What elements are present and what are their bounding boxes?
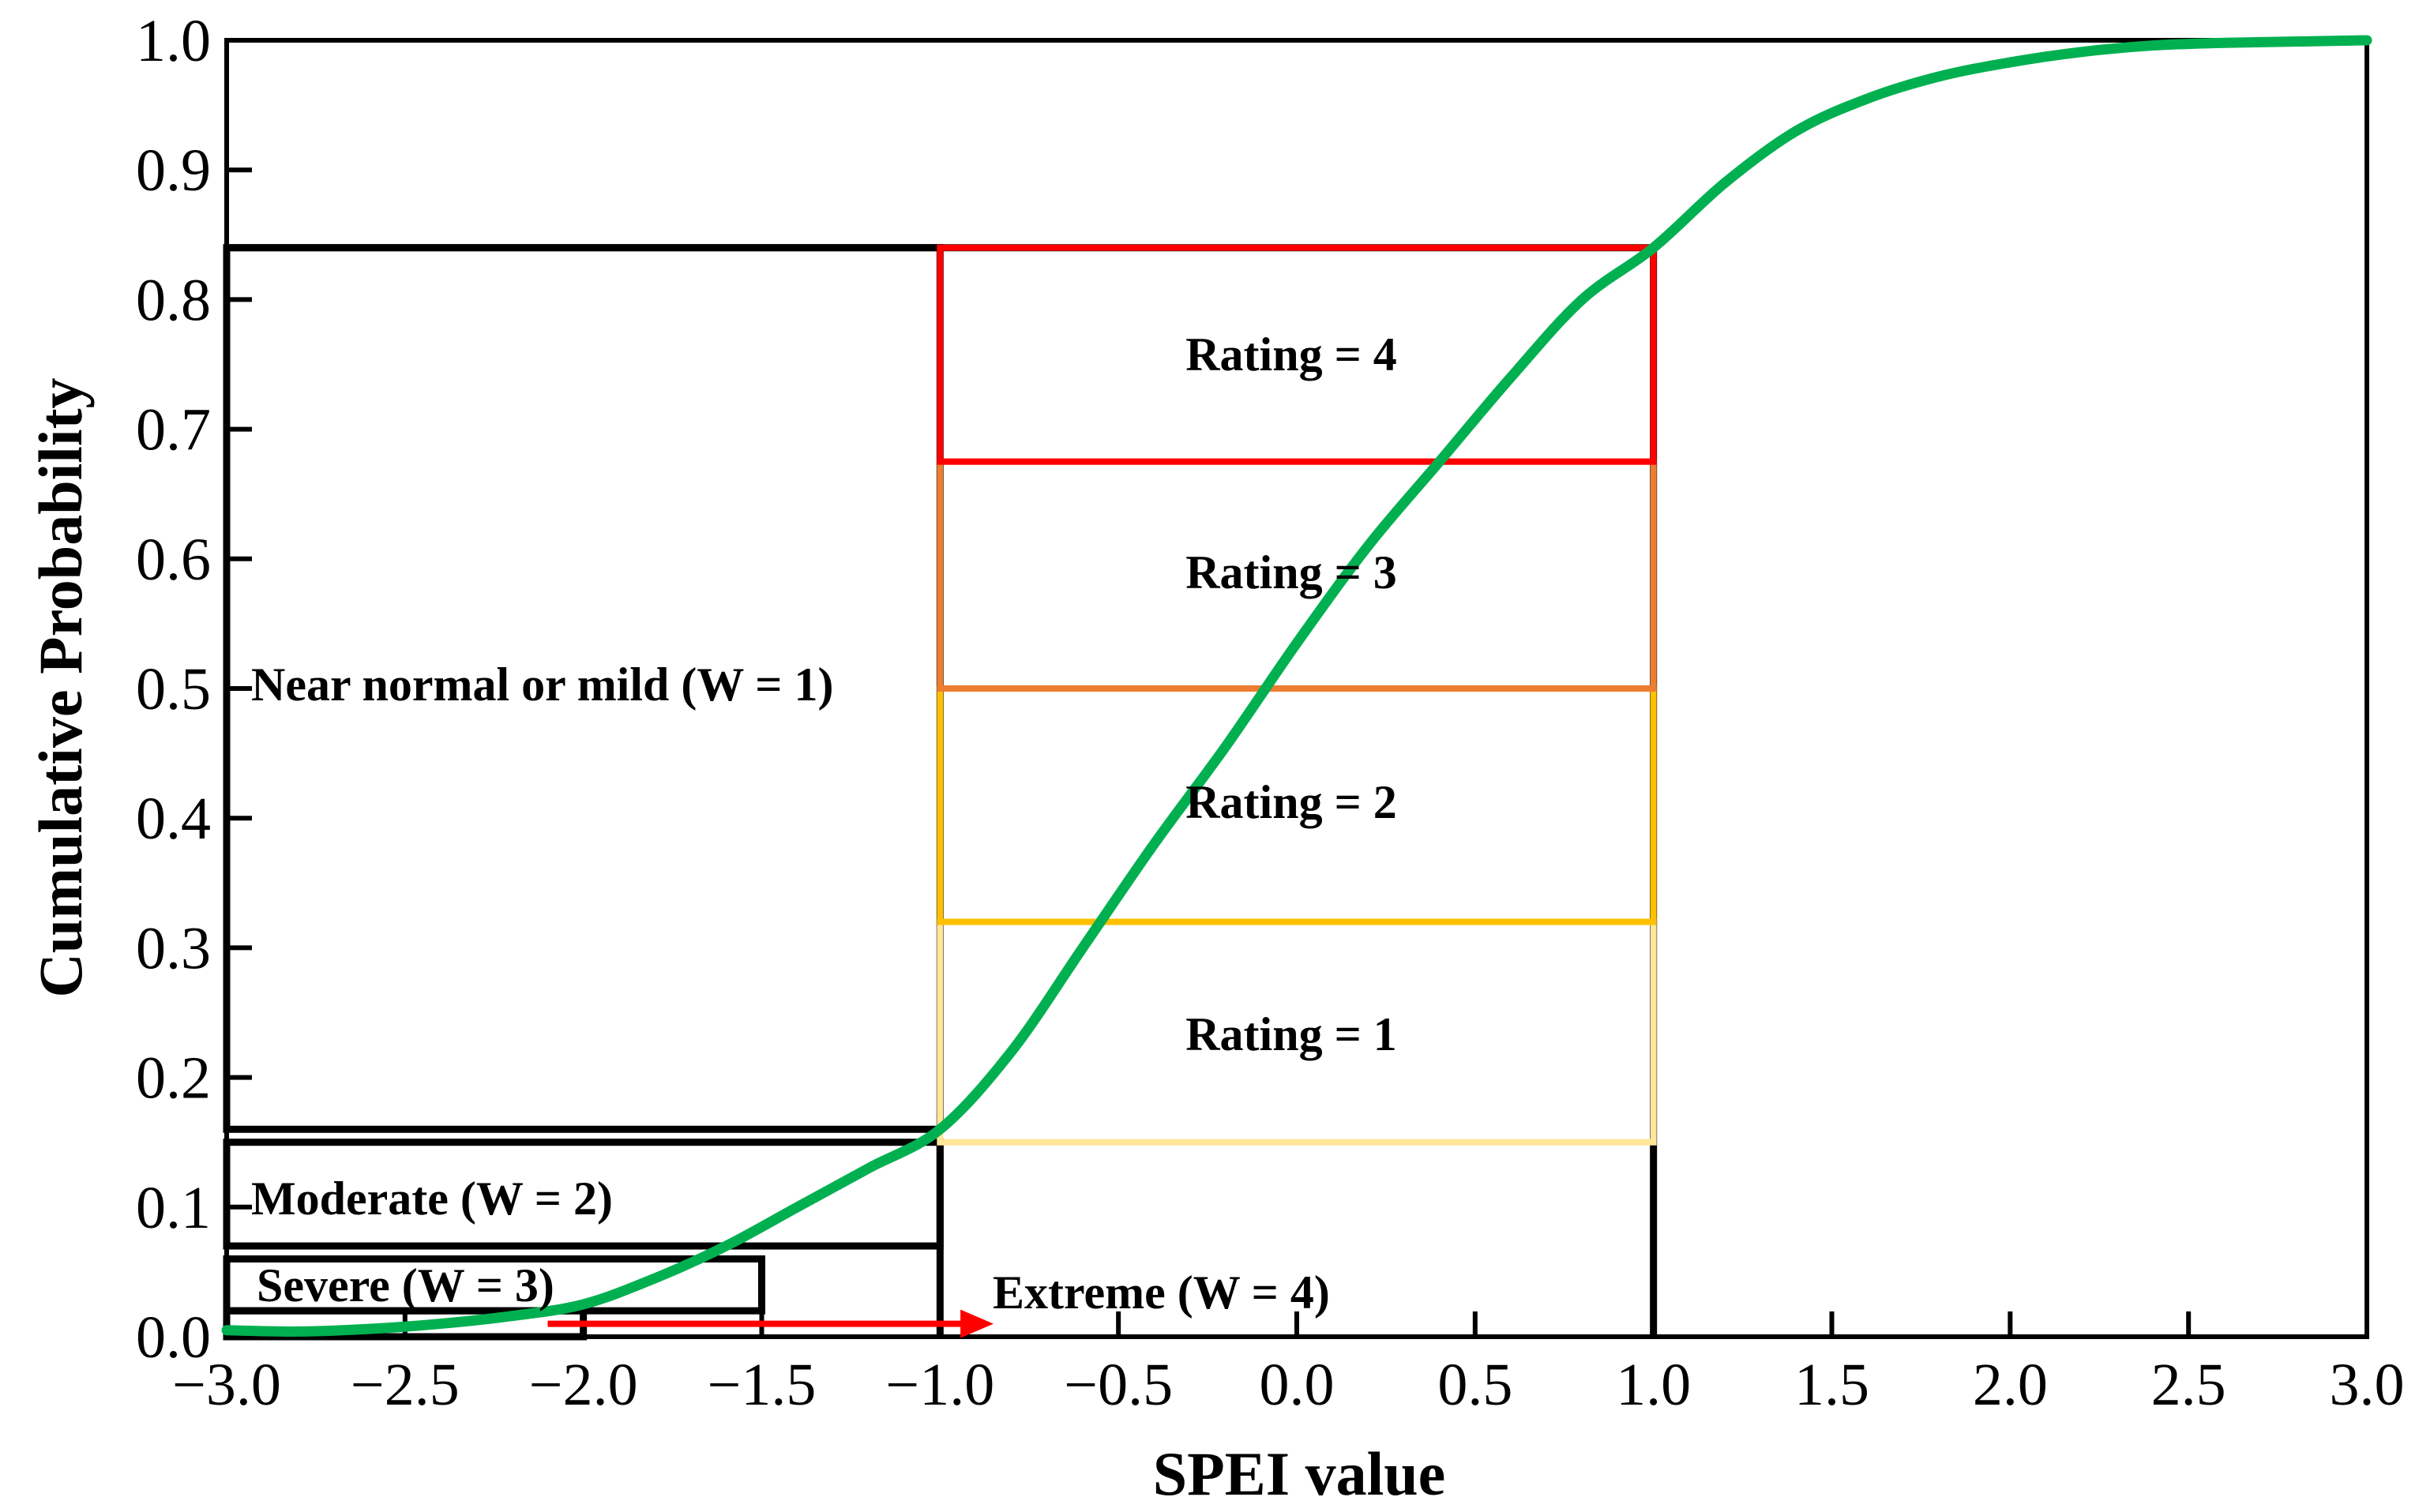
y-tick-label: 0.1 bbox=[136, 1175, 211, 1241]
x-tick-label: 1.0 bbox=[1616, 1352, 1691, 1418]
rating-bands bbox=[937, 244, 1657, 1146]
x-tick-label: −3.0 bbox=[172, 1352, 281, 1418]
rating-3-label: Rating = 3 bbox=[1185, 546, 1397, 598]
y-tick-label: 0.2 bbox=[136, 1045, 211, 1112]
y-tick-label: 0.5 bbox=[136, 656, 211, 722]
rating-4-band bbox=[937, 244, 1657, 465]
severe-label: Severe (W = 3) bbox=[257, 1259, 554, 1311]
axes: −3.0 −2.5 −2.0 −1.5 −1.0 −0.5 0.0 0.5 1.0 1.5 2.0 2… bbox=[136, 8, 2405, 1418]
annotation-labels: Near normal or mild (W = 1) Moderate (W =… bbox=[251, 328, 1397, 1338]
x-tick-label: −1.0 bbox=[885, 1352, 994, 1418]
x-tick-label: 2.5 bbox=[2151, 1352, 2226, 1418]
near-normal-label: Near normal or mild (W = 1) bbox=[251, 658, 833, 711]
y-tick-label: 0.9 bbox=[136, 137, 211, 204]
x-tick-label: 1.5 bbox=[1794, 1352, 1869, 1418]
x-tick-label: 0.5 bbox=[1437, 1352, 1512, 1418]
cdf-curve bbox=[221, 35, 2372, 1337]
x-tick-label: 3.0 bbox=[2330, 1352, 2405, 1418]
extreme-label: Extreme (W = 4) bbox=[993, 1266, 1330, 1319]
y-axis-title: Cumulative Probability bbox=[26, 377, 95, 997]
y-tick-label: 0.8 bbox=[136, 267, 211, 333]
x-axis-title: SPEI value bbox=[1153, 1439, 1446, 1508]
series-layer bbox=[221, 35, 2372, 1337]
x-tick-label: −1.5 bbox=[708, 1352, 817, 1418]
rating-2-label: Rating = 2 bbox=[1185, 776, 1397, 828]
y-tick-label: 0.4 bbox=[136, 786, 211, 852]
y-tick-label: 0.0 bbox=[136, 1304, 211, 1371]
rating-1-label: Rating = 1 bbox=[1185, 1008, 1397, 1060]
x-tick-label: −2.5 bbox=[351, 1352, 460, 1418]
rating-4-label: Rating = 4 bbox=[1185, 328, 1397, 381]
x-tick-label: 0.0 bbox=[1260, 1352, 1335, 1418]
y-tick-label: 1.0 bbox=[136, 8, 211, 74]
x-tick-label: −2.0 bbox=[529, 1352, 638, 1418]
extreme-arrow-head bbox=[960, 1309, 994, 1338]
moderate-label: Moderate (W = 2) bbox=[251, 1172, 613, 1225]
y-tick-label: 0.6 bbox=[136, 527, 211, 593]
x-tick-label: −0.5 bbox=[1064, 1352, 1173, 1418]
x-tick-label: 2.0 bbox=[1973, 1352, 2048, 1418]
y-tick-label: 0.7 bbox=[136, 397, 211, 463]
y-tick-label: 0.3 bbox=[136, 915, 211, 981]
